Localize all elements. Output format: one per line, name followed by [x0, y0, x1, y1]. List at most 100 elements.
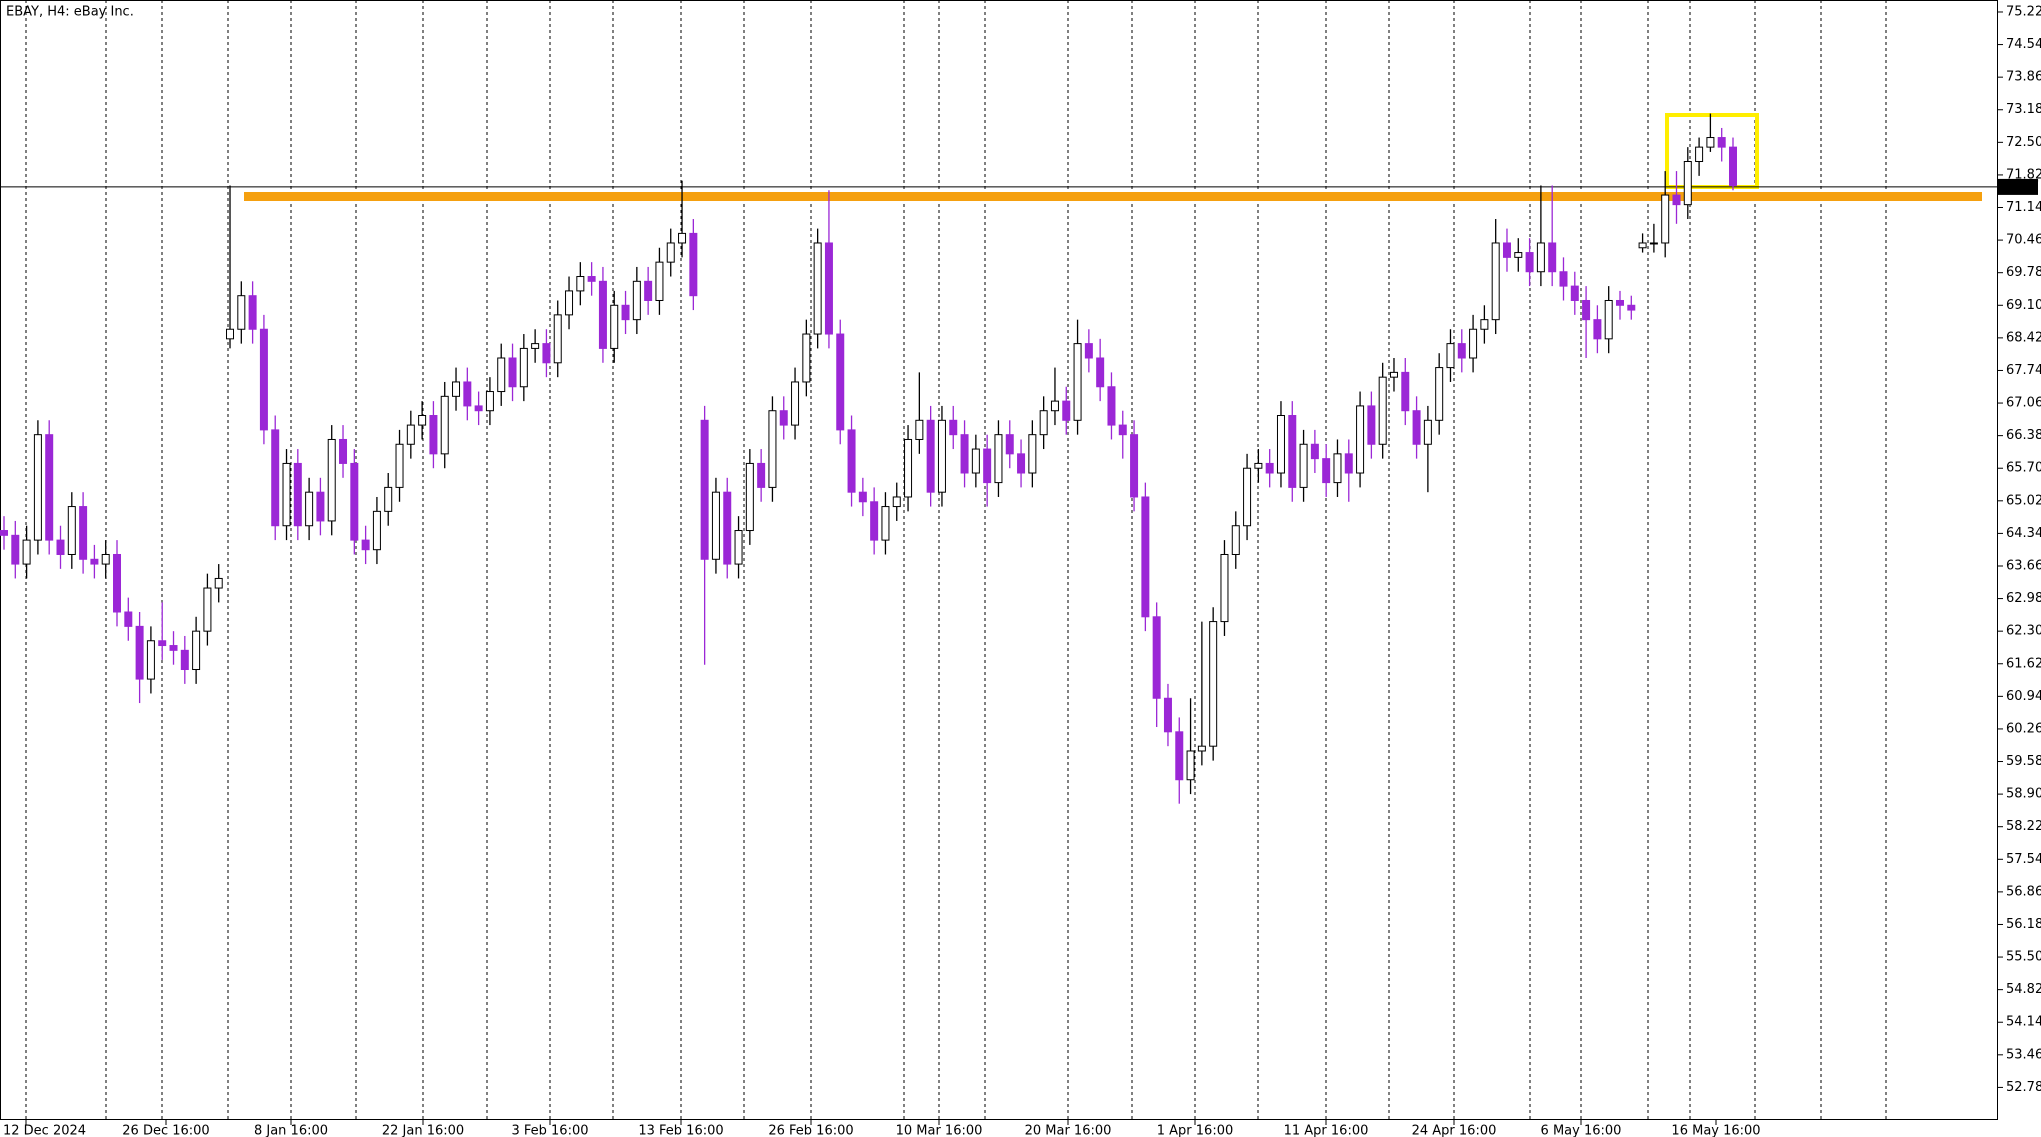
candle-body — [1457, 343, 1466, 359]
candle-body — [971, 448, 980, 474]
candle-body — [214, 577, 223, 589]
plot-frame — [0, 0, 1998, 1120]
candle-body — [124, 611, 133, 627]
y-tick-label: 70.46 — [2006, 233, 2041, 248]
candle-body — [632, 280, 641, 321]
candle-body — [1536, 242, 1545, 273]
x-tick-label: 22 Jan 16:00 — [382, 1124, 464, 1137]
y-tick-label: 66.38 — [2006, 428, 2041, 443]
x-tick-label: 1 Apr 16:00 — [1157, 1124, 1234, 1137]
x-tick-label: 16 May 16:00 — [1671, 1124, 1760, 1137]
candle-body — [904, 438, 913, 498]
candle-body — [621, 304, 630, 321]
candle-body — [90, 558, 99, 565]
y-tick-label: 59.58 — [2006, 754, 2041, 769]
candle-body — [1559, 271, 1568, 287]
candle-body — [734, 530, 743, 565]
candle-body — [1186, 750, 1195, 781]
candle-body — [644, 280, 653, 301]
candle-body — [1356, 405, 1365, 474]
candle-body — [327, 438, 336, 522]
y-tick-label: 67.06 — [2006, 396, 2041, 411]
candle-body — [497, 357, 506, 393]
y-tick-label: 64.34 — [2006, 526, 2041, 541]
candle-body — [768, 410, 777, 488]
candle-body — [203, 587, 212, 632]
candle-body — [1050, 400, 1059, 412]
candle-body — [1231, 525, 1240, 555]
candle-body — [689, 232, 698, 297]
candle-body — [1412, 410, 1421, 445]
candle-body — [565, 290, 574, 316]
candle-body — [1683, 161, 1692, 206]
candle-body — [248, 295, 257, 330]
candle-body — [610, 304, 619, 349]
candle-body — [1469, 328, 1478, 359]
candle-body — [1028, 434, 1037, 474]
candle-body — [226, 328, 235, 340]
candle-body — [1480, 319, 1489, 330]
x-tick-label: 8 Jan 16:00 — [254, 1124, 328, 1137]
candle-body — [655, 261, 664, 301]
candle-body — [1401, 371, 1410, 412]
candle-body — [757, 462, 766, 488]
candle-body — [158, 640, 167, 647]
candle-body — [350, 462, 359, 541]
candle-body — [937, 419, 946, 493]
candle-body — [56, 539, 65, 555]
x-tick-label: 24 Apr 16:00 — [1412, 1124, 1497, 1137]
candle-body — [237, 295, 246, 330]
resistance-line — [244, 192, 1982, 201]
candle-body — [11, 534, 20, 565]
candle-body — [1243, 467, 1252, 527]
candle-body — [1491, 242, 1500, 321]
y-tick-label: 72.50 — [2006, 135, 2041, 150]
candle-body — [1446, 343, 1455, 369]
candle-body — [282, 462, 291, 527]
chart-title: EBAY, H4: eBay Inc. — [6, 5, 134, 20]
candle-body — [926, 419, 935, 493]
candle-body — [1084, 343, 1093, 359]
y-tick-label: 69.78 — [2006, 265, 2041, 280]
candle-body — [1582, 299, 1591, 321]
candle-body — [531, 343, 540, 349]
candle-body — [1096, 357, 1105, 388]
candle-body — [542, 343, 551, 364]
x-tick-label: 6 May 16:00 — [1541, 1124, 1622, 1137]
candle-body — [960, 434, 969, 474]
candle-body — [1344, 453, 1353, 474]
y-tick-label: 71.14 — [2006, 200, 2041, 215]
candle-body — [1378, 376, 1387, 445]
candle-body — [1310, 443, 1319, 460]
candle-body — [1118, 424, 1127, 436]
candle-body — [305, 491, 314, 527]
candle-body — [1276, 415, 1285, 474]
candle-body — [271, 429, 280, 527]
candle-body — [440, 395, 449, 455]
candle-body — [1525, 252, 1534, 273]
candle-body — [994, 434, 1003, 484]
candle-body — [858, 491, 867, 503]
y-tick-label: 58.22 — [2006, 819, 2041, 834]
candle-body — [1615, 299, 1624, 306]
y-tick-label: 73.18 — [2006, 102, 2041, 117]
candle-body — [1062, 400, 1071, 421]
x-tick-label: 26 Feb 16:00 — [768, 1124, 853, 1137]
candle-body — [836, 333, 845, 431]
candle-body — [1333, 453, 1342, 484]
y-tick-label: 54.82 — [2006, 982, 2041, 997]
y-tick-label: 71.82 — [2006, 167, 2041, 182]
candle-body — [587, 276, 596, 282]
y-tick-label: 65.70 — [2006, 461, 2041, 476]
candle-body — [192, 630, 201, 671]
candle-body — [1197, 745, 1206, 752]
candle-body — [180, 649, 189, 671]
y-tick-label: 63.66 — [2006, 558, 2041, 573]
candle-body — [1073, 343, 1082, 421]
candle-body — [1717, 137, 1726, 148]
candle-body — [870, 501, 879, 541]
candle-body — [485, 391, 494, 412]
candle-body — [1209, 621, 1218, 747]
y-tick-label: 69.10 — [2006, 298, 2041, 313]
